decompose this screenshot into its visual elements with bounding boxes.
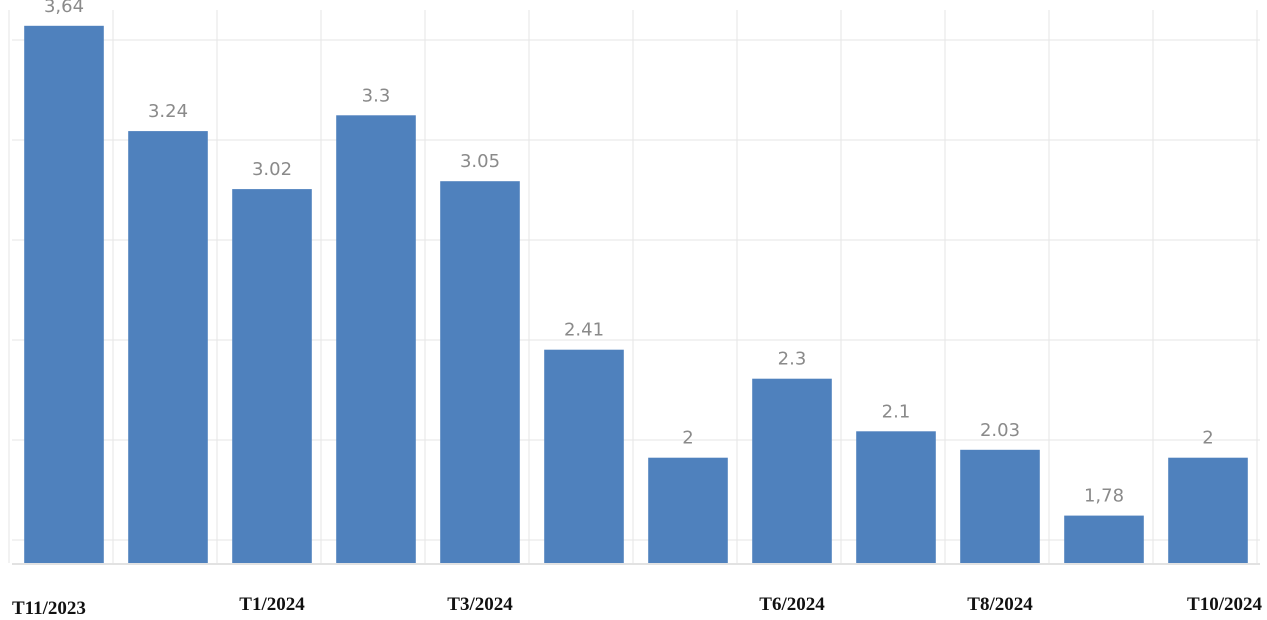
bar-value-label: 1,78 <box>1084 486 1124 507</box>
bar-value-label: 2.1 <box>882 401 911 422</box>
bar-value-label: 3,64 <box>44 0 84 17</box>
bar <box>960 449 1040 563</box>
bar <box>232 189 312 563</box>
value-labels: 3,64 3.24 3.02 3.3 3.05 2.41 2 2.3 2.1 2.03 1,78 2 <box>44 0 1214 507</box>
bar-value-label: 2.03 <box>980 420 1020 441</box>
bar-value-label: 2 <box>1202 428 1213 449</box>
bar <box>1064 515 1144 563</box>
bar-value-label: 2 <box>682 428 693 449</box>
bar <box>24 25 104 564</box>
x-tick-label: T10/2024 <box>1187 594 1262 615</box>
bar <box>440 181 520 563</box>
x-tick-label: T3/2024 <box>447 594 513 615</box>
bar <box>752 378 832 563</box>
bar <box>1168 457 1248 563</box>
bar <box>856 431 936 563</box>
bar-value-label: 3.05 <box>460 151 500 172</box>
x-tick-label: T1/2024 <box>239 594 305 615</box>
gridlines <box>8 10 1260 563</box>
bar <box>128 131 208 563</box>
bar-value-label: 3.24 <box>148 101 188 122</box>
bar-value-label: 3.02 <box>252 159 292 180</box>
bar-value-label: 3.3 <box>362 85 391 106</box>
x-tick-label: T8/2024 <box>967 594 1033 615</box>
x-tick-label: T11/2023 <box>12 598 86 619</box>
x-tick-label: T6/2024 <box>759 594 825 615</box>
x-tick-labels: T11/2023 T1/2024 T3/2024 T6/2024 T8/2024 T10/… <box>12 594 1262 619</box>
bar-value-label: 2.3 <box>778 349 807 370</box>
bar <box>336 115 416 564</box>
bars <box>24 25 1248 564</box>
bar-value-label: 2.41 <box>564 320 604 341</box>
bar <box>544 349 624 563</box>
bar <box>648 457 728 563</box>
